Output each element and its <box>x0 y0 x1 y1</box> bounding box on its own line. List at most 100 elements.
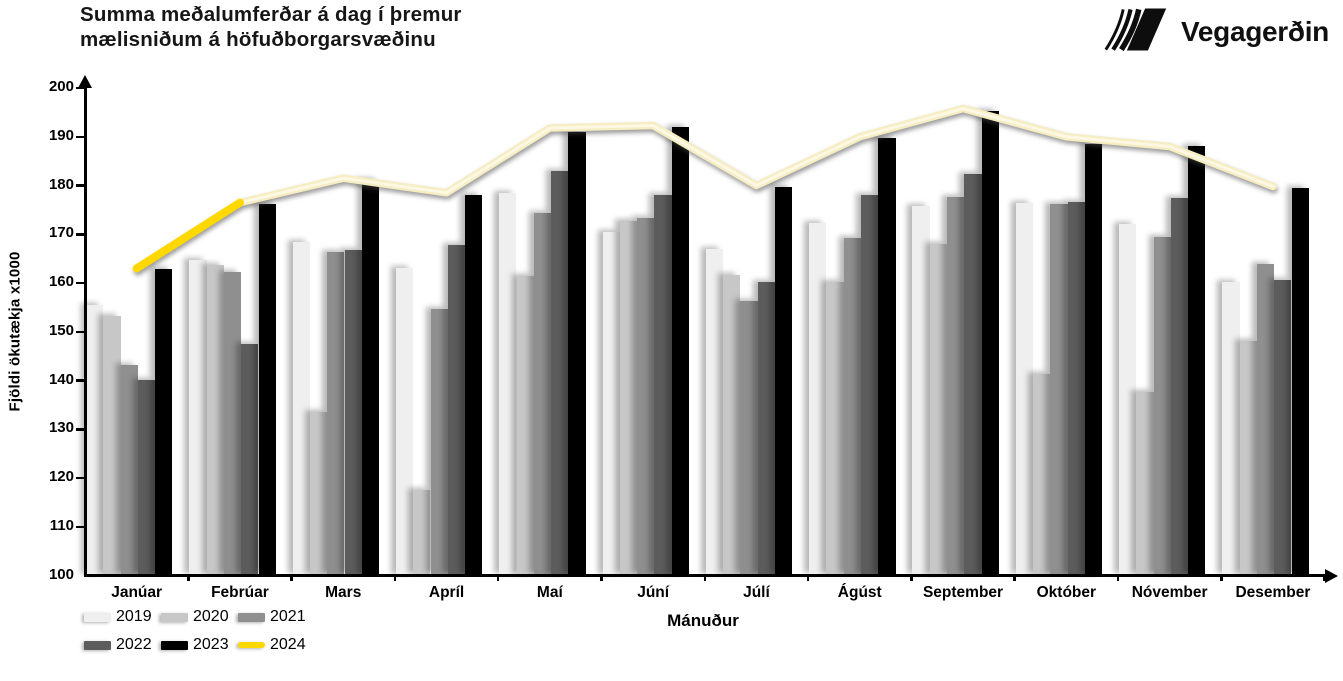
bar-2022-Mars <box>344 249 362 576</box>
y-tick-label: 160 <box>48 273 74 290</box>
legend-item-2022: 2022 <box>84 636 161 654</box>
bar-2019-Desember <box>1222 281 1240 576</box>
legend-swatch-2024 <box>238 641 265 649</box>
bar-2022-Desember <box>1274 279 1292 576</box>
y-tick-label: 170 <box>48 224 74 242</box>
x-axis-arrow-icon <box>1325 568 1338 583</box>
bar-2023-Nóvember <box>1188 145 1206 576</box>
bar-2023-Ágúst <box>878 138 896 576</box>
bar-2022-September <box>964 174 982 576</box>
y-tick-mark <box>76 428 84 431</box>
line-2024 <box>236 104 1277 207</box>
x-tick-label: Október <box>1036 584 1097 601</box>
bar-2020-Janúar <box>103 316 121 576</box>
y-tick-label: 190 <box>48 126 74 144</box>
bar-2019-Október <box>1015 203 1033 576</box>
legend-label: 2024 <box>270 636 306 653</box>
bar-2019-Apríl <box>395 268 414 576</box>
bar-2023-Desember <box>1291 187 1309 576</box>
legend-label: 2023 <box>193 636 229 653</box>
bar-2019-Ágúst <box>809 222 827 576</box>
vegagerdin-logo-icon <box>1104 6 1168 58</box>
bar-2022-Apríl <box>447 245 466 576</box>
y-tick-label: 130 <box>48 419 74 437</box>
bar-2020-Maí <box>516 275 534 576</box>
bar-2020-Ágúst <box>826 282 844 576</box>
bar-2020-Október <box>1033 374 1051 576</box>
x-tick-label: Apríl <box>428 584 465 601</box>
y-tick-label: 180 <box>48 175 74 193</box>
legend-swatch-2019 <box>84 612 111 622</box>
bar-2021-Nóvember <box>1153 237 1171 576</box>
bar-2022-Október <box>1067 201 1085 576</box>
vegagerdin-logo: Vegagerðin <box>1104 6 1329 58</box>
bar-2021-Apríl <box>430 309 448 576</box>
y-tick-mark <box>76 233 84 236</box>
legend-label: 2022 <box>116 636 152 653</box>
x-tick-label: Mars <box>325 584 362 601</box>
x-tick-label: Júní <box>637 584 670 601</box>
bar-2023-Febrúar <box>258 204 276 576</box>
x-tick-mark <box>1116 575 1120 581</box>
x-tick-mark <box>1220 575 1223 581</box>
y-tick-mark <box>76 525 84 528</box>
bar-2023-Mars <box>361 179 380 576</box>
x-tick-label: Ágúst <box>837 584 882 601</box>
y-tick-mark <box>76 135 84 138</box>
legend-item-2020: 2020 <box>161 608 238 626</box>
bar-2021-Febrúar <box>223 272 242 576</box>
line-2024-highlight <box>238 107 1275 205</box>
y-tick-mark <box>76 86 84 90</box>
vegagerdin-logo-text: Vegagerðin <box>1181 16 1329 47</box>
bar-2023-Júní <box>671 127 689 576</box>
legend-item-2019: 2019 <box>84 608 161 626</box>
legend-item-2021: 2021 <box>238 608 315 626</box>
bar-2021-Júlí <box>740 301 758 576</box>
x-tick-label: Maí <box>536 584 563 601</box>
legend-label: 2020 <box>193 608 229 625</box>
bar-2022-Maí <box>551 170 569 576</box>
bar-2022-Júlí <box>757 282 775 576</box>
bar-2022-Nóvember <box>1170 197 1189 576</box>
y-tick-label: 120 <box>48 468 74 485</box>
bar-2019-Janúar <box>86 304 104 576</box>
x-axis-title: Mánuður <box>667 611 739 630</box>
bar-2020-Desember <box>1239 340 1257 576</box>
y-axis-arrow-icon <box>78 75 92 88</box>
x-tick-mark <box>703 575 707 581</box>
chart-title: Summa meðalumferðar á dag í þremur mælis… <box>80 3 462 51</box>
bar-2022-Febrúar <box>241 344 259 576</box>
x-tick-label: Nóvember <box>1131 584 1208 601</box>
y-tick-mark <box>76 330 84 333</box>
bar-2021-September <box>947 197 965 576</box>
legend-item-2024: 2024 <box>238 636 315 654</box>
y-tick-mark <box>76 281 84 285</box>
y-tick-label: 200 <box>48 78 74 95</box>
x-tick-mark <box>910 575 913 581</box>
bar-2021-Janúar <box>120 364 138 576</box>
x-tick-mark <box>187 575 190 581</box>
x-tick-label: Febrúar <box>211 584 269 601</box>
y-tick-label: 140 <box>48 370 74 388</box>
x-tick-mark <box>290 575 293 581</box>
bar-2021-Október <box>1050 203 1068 576</box>
x-tick-mark <box>806 575 810 581</box>
bar-2020-Febrúar <box>206 265 224 576</box>
bar-2020-Júní <box>619 221 638 576</box>
bar-2019-Júlí <box>705 248 724 576</box>
y-tick-mark <box>76 379 84 382</box>
legend-swatch-2020 <box>161 612 188 622</box>
bar-2019-Júní <box>602 231 620 576</box>
bar-2021-Júní <box>637 218 655 576</box>
bar-2020-Mars <box>309 411 328 576</box>
legend-swatch-2022 <box>84 640 111 650</box>
bar-2019-September <box>912 206 930 576</box>
bar-2022-Júní <box>654 194 672 576</box>
bar-2020-Apríl <box>413 489 431 576</box>
x-tick-mark <box>600 575 603 581</box>
x-tick-mark <box>1013 575 1016 581</box>
x-tick-label: Júlí <box>743 584 770 601</box>
x-tick-mark <box>1323 575 1326 581</box>
x-tick-mark <box>393 575 397 581</box>
bar-2021-Desember <box>1256 263 1275 576</box>
